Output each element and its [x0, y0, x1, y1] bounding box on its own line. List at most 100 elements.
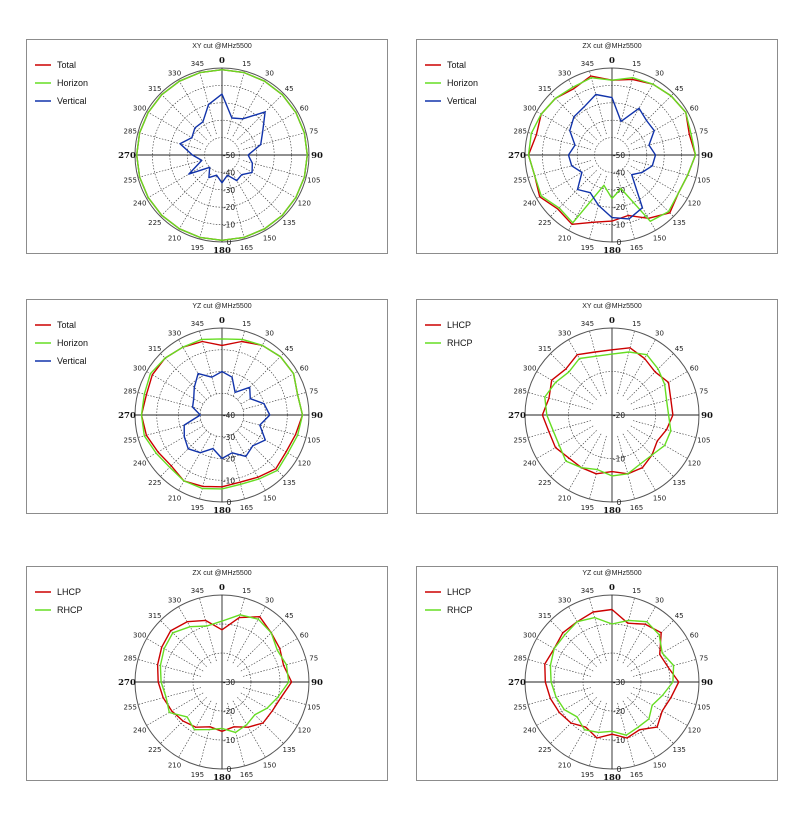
grid-spoke: [617, 597, 635, 662]
grid-spoke: [589, 702, 607, 767]
grid-spoke: [527, 392, 592, 410]
angle-label: 285: [514, 654, 527, 662]
legend-label: LHCP: [447, 587, 471, 597]
grid-spoke: [160, 170, 207, 217]
grid-spoke: [227, 597, 245, 662]
grid-spoke: [632, 132, 697, 150]
angle-label: 285: [514, 387, 527, 395]
angle-label: 300: [523, 365, 536, 373]
angle-label: 120: [298, 727, 311, 735]
angle-label: 225: [148, 219, 161, 227]
grid-spoke: [232, 700, 266, 758]
grid-spoke: [617, 435, 635, 500]
ring-label: -30: [223, 678, 235, 687]
angle-label: 135: [282, 219, 295, 227]
angle-label: 90: [701, 411, 713, 421]
angle-label: 270: [508, 151, 526, 161]
angle-label: 270: [508, 678, 526, 688]
angle-label: 75: [309, 387, 318, 395]
angle-label: 60: [300, 365, 309, 373]
angle-label: 60: [690, 365, 699, 373]
grid-spoke: [527, 160, 592, 178]
angle-label: 60: [690, 632, 699, 640]
grid-spoke: [227, 435, 245, 500]
series-line: [135, 69, 308, 242]
angle-label: 225: [148, 479, 161, 487]
angle-label: 345: [581, 320, 594, 328]
angle-label: 135: [672, 746, 685, 754]
grid-spoke: [178, 700, 212, 758]
angle-label: 15: [632, 60, 641, 68]
angle-label: 45: [675, 85, 684, 93]
angle-label: 315: [148, 612, 161, 620]
ring-label: -40: [223, 168, 235, 177]
grid-spoke: [527, 687, 592, 705]
angle-label: 240: [133, 200, 146, 208]
polar-chart-3: YZ cut @MHz5500 0 15 30 45 60 75 90 105 120 135 150…: [35, 303, 323, 515]
grid-spoke: [630, 371, 688, 405]
grid-spoke: [146, 692, 204, 726]
grid-spoke: [137, 132, 202, 150]
angle-label: 30: [265, 597, 274, 605]
angle-label: 330: [168, 597, 181, 605]
grid-spoke: [589, 175, 607, 240]
chart-title: XY cut @MHz5500: [582, 303, 642, 310]
angle-label: 15: [632, 320, 641, 328]
grid-spoke: [160, 620, 207, 667]
angle-label: 315: [538, 345, 551, 353]
angle-label: 105: [307, 704, 320, 712]
angle-label: 165: [240, 771, 253, 779]
chart-panel-1: XY cut @MHz5500 0 15 30 45 60 75 90 105 120 135 150…: [26, 39, 388, 255]
grid-spoke: [568, 339, 602, 397]
series-line: [567, 93, 657, 220]
angle-label: 45: [675, 612, 684, 620]
ring-label: 0: [227, 238, 232, 247]
legend-label: RHCP: [57, 605, 83, 615]
legend-label: Vertical: [447, 96, 477, 106]
series-line: [159, 614, 290, 734]
grid-spoke: [199, 597, 217, 662]
grid-spoke: [232, 339, 266, 397]
angle-label: 150: [263, 761, 276, 769]
grid-spoke: [630, 638, 688, 672]
ring-label: -20: [613, 707, 625, 716]
grid-spoke: [550, 620, 597, 667]
grid-spoke: [622, 433, 656, 491]
angle-label: 90: [311, 411, 323, 421]
angle-label: 330: [168, 70, 181, 78]
legend-label: LHCP: [447, 320, 471, 330]
angle-label: 120: [298, 200, 311, 208]
angle-label: 210: [558, 234, 571, 242]
angle-label: 285: [514, 127, 527, 135]
grid-spoke: [240, 111, 298, 145]
angle-label: 30: [655, 597, 664, 605]
grid-spoke: [536, 425, 594, 459]
grid-spoke: [550, 93, 597, 140]
angle-label: 45: [285, 345, 294, 353]
grid-spoke: [536, 111, 594, 145]
angle-label: 315: [538, 612, 551, 620]
grid-spoke: [160, 697, 207, 744]
angle-label: 60: [690, 105, 699, 113]
grid-spoke: [227, 70, 245, 135]
polar-chart-2: ZX cut @MHz5500 0 15 30 45 60 75 90 105 120 135 150…: [425, 43, 713, 255]
grid-spoke: [237, 697, 284, 744]
angle-label: 300: [133, 632, 146, 640]
grid-spoke: [617, 175, 635, 240]
angle-label: 45: [285, 612, 294, 620]
angle-label: 30: [655, 70, 664, 78]
ring-label: -20: [613, 203, 625, 212]
angle-label: 270: [118, 151, 136, 161]
angle-label: 165: [240, 504, 253, 512]
angle-label: 0: [609, 583, 615, 593]
legend-label: LHCP: [57, 587, 81, 597]
series-line: [140, 338, 304, 490]
angle-label: 225: [538, 746, 551, 754]
angle-label: 300: [523, 105, 536, 113]
legend-label: Horizon: [57, 338, 88, 348]
grid-spoke: [232, 79, 266, 137]
ring-label: -40: [223, 411, 235, 420]
legend-label: Vertical: [57, 356, 87, 366]
grid-spoke: [232, 606, 266, 664]
angle-label: 120: [688, 200, 701, 208]
